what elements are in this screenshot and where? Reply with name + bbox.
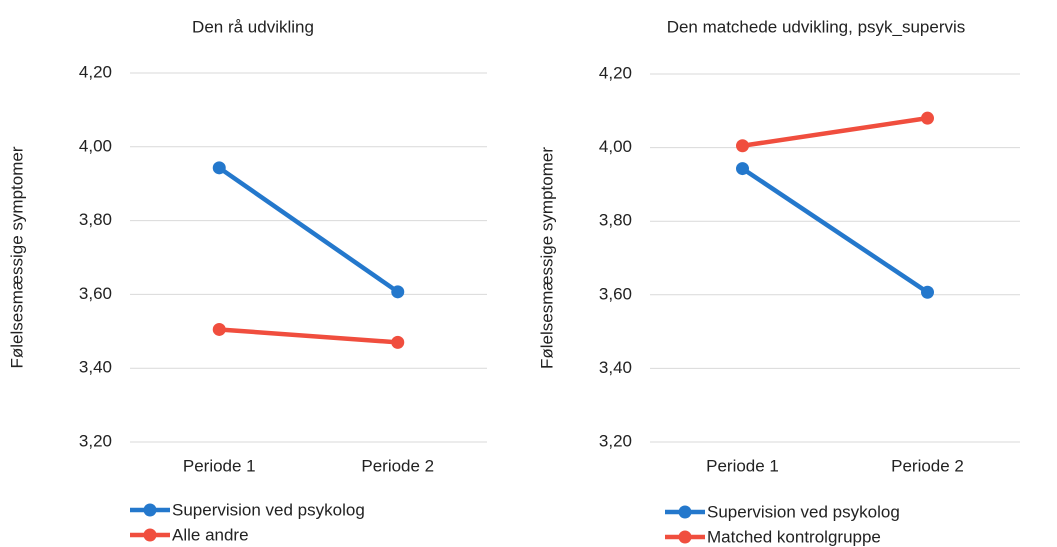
- x-tick-label: Periode 1: [706, 456, 779, 475]
- y-tick-label: 3,80: [79, 210, 112, 229]
- data-point: [736, 162, 749, 176]
- data-point: [391, 285, 405, 299]
- data-point: [736, 139, 749, 153]
- y-tick-label: 3,60: [79, 284, 112, 303]
- y-tick-label: 3,80: [599, 211, 632, 230]
- legend-marker: [678, 505, 692, 519]
- x-tick-label: Periode 2: [361, 456, 434, 475]
- data-point: [921, 285, 934, 299]
- legend-label: Supervision ved psykolog: [172, 500, 365, 519]
- legend-marker: [143, 503, 157, 517]
- legend-marker: [678, 530, 692, 544]
- y-tick-label: 3,20: [599, 431, 632, 450]
- x-tick-label: Periode 1: [183, 456, 256, 475]
- y-tick-label: 3,40: [599, 358, 632, 377]
- y-tick-label: 4,00: [79, 136, 112, 155]
- x-tick-label: Periode 2: [891, 456, 964, 475]
- y-tick-label: 3,40: [79, 358, 112, 377]
- y-tick-label: 4,20: [79, 62, 112, 81]
- data-point: [391, 335, 405, 349]
- chart-title: Den rå udvikling: [192, 17, 314, 36]
- legend-label: Supervision ved psykolog: [707, 502, 900, 521]
- data-point: [921, 111, 934, 125]
- y-tick-label: 4,20: [599, 63, 632, 82]
- legend-marker: [143, 528, 157, 542]
- y-tick-label: 4,00: [599, 137, 632, 156]
- legend-label: Matched kontrolgruppe: [707, 527, 881, 546]
- data-line: [219, 327, 398, 345]
- data-line: [742, 115, 928, 148]
- y-tick-label: 3,60: [599, 284, 632, 303]
- data-point: [212, 161, 226, 175]
- y-axis-label: Følelsesmæssige symptomer: [7, 146, 26, 368]
- data-line: [741, 166, 929, 295]
- chart-title: Den matchede udvikling, psyk_supervis: [667, 17, 966, 36]
- legend-label: Alle andre: [172, 525, 249, 544]
- data-point: [212, 322, 226, 336]
- y-tick-label: 3,20: [79, 431, 112, 450]
- y-axis-label: Følelsesmæssige symptomer: [537, 147, 556, 369]
- data-line: [217, 165, 400, 294]
